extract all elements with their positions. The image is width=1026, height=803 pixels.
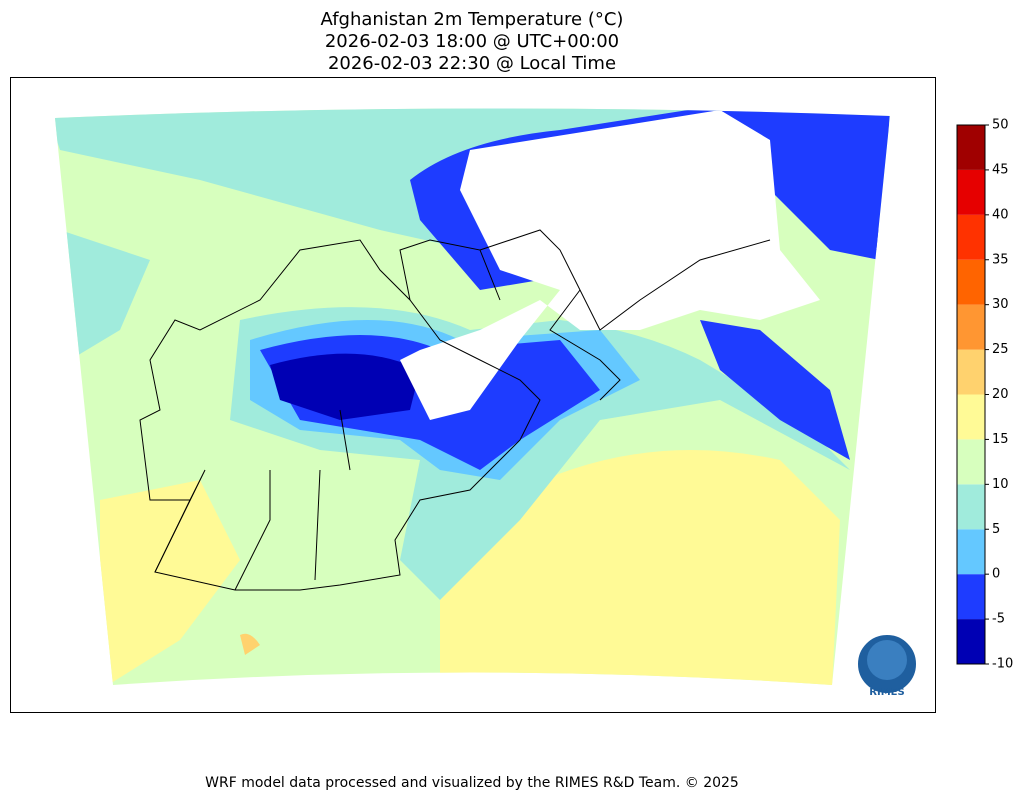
title-line: 2026-02-03 18:00 @ UTC+00:00 xyxy=(325,31,619,52)
colorbar-band xyxy=(957,574,985,620)
colorbar-tick-label: -5 xyxy=(992,612,1005,627)
colorbar-band xyxy=(957,169,985,215)
borders xyxy=(139,229,771,591)
title-line: 2026-02-03 22:30 @ Local Time xyxy=(328,53,616,74)
colorbar-band xyxy=(957,394,985,440)
colorbar-tick-label: -10 xyxy=(992,657,1013,672)
colorbar-band xyxy=(957,125,985,170)
colorbar-tick-label: 10 xyxy=(992,477,1009,492)
logo-text: RIMES xyxy=(869,687,904,698)
colorbar-tick-label: 20 xyxy=(992,387,1009,402)
temperature-field xyxy=(55,108,890,686)
footer: WRF model data processed and visualized … xyxy=(205,775,739,791)
colorbar-tick-label: 50 xyxy=(992,118,1009,133)
colorbar-tick-label: 45 xyxy=(992,162,1009,177)
colorbar-tick-label: 35 xyxy=(992,252,1009,267)
colorbar-band xyxy=(957,349,985,395)
colorbar-band xyxy=(957,304,985,350)
colorbar-band xyxy=(957,259,985,305)
colorbar-tick-label: 40 xyxy=(992,207,1009,222)
title-line: Afghanistan 2m Temperature (°C) xyxy=(321,9,624,30)
colorbar-band xyxy=(957,529,985,575)
colorbar-tick-label: 0 xyxy=(992,567,1000,582)
colorbar-band xyxy=(957,484,985,530)
colorbar-band xyxy=(957,439,985,485)
colorbar-band xyxy=(957,214,985,260)
colorbar-tick-label: 5 xyxy=(992,522,1000,537)
logo: RIMES xyxy=(856,633,918,698)
colorbar-band xyxy=(957,619,985,664)
colorbar-tick-label: 25 xyxy=(992,342,1009,357)
colorbar-tick-label: 30 xyxy=(992,297,1009,312)
colorbar-tick-label: 15 xyxy=(992,432,1009,447)
